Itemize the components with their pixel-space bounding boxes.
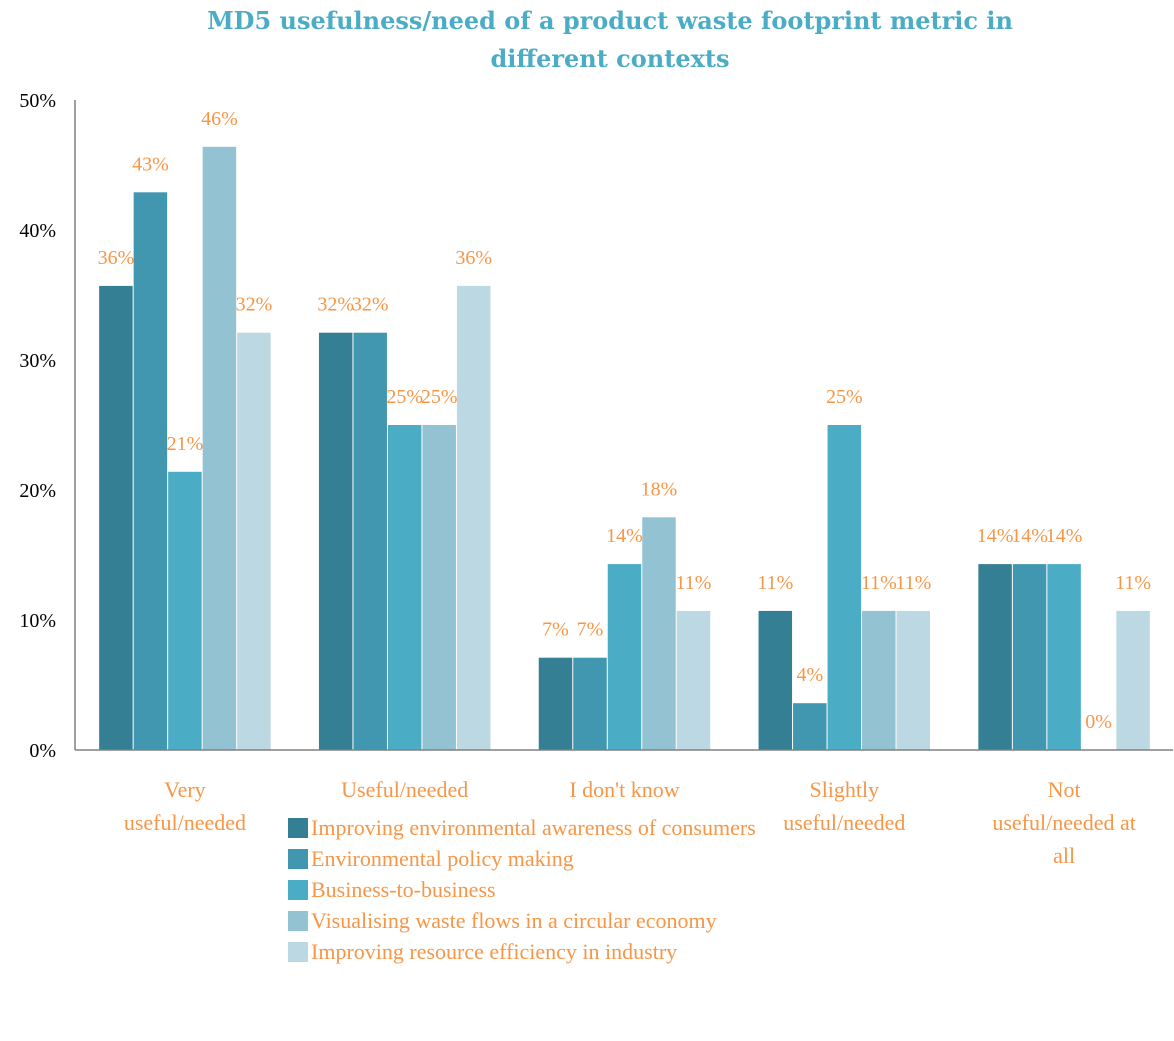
data-label: 7% [577,619,604,641]
bar [318,332,353,750]
data-label: 11% [676,572,712,594]
bar [896,610,931,750]
bar [642,517,676,750]
data-label: 25% [826,386,863,408]
data-label: 11% [1115,572,1151,594]
legend-swatch [288,818,308,838]
category-label: I don't know [569,777,679,802]
data-label: 14% [1011,525,1048,547]
data-label: 14% [606,525,643,547]
data-labels: 36%43%21%46%32% 32%32%25%25%36%7% 7%14%18%… [98,108,1151,733]
data-label: 11% [895,572,931,594]
data-label: 4% [796,664,823,686]
bar [202,146,237,751]
bar [827,425,862,750]
bar [237,332,271,750]
legend-entry: Improving resource efficiency in industr… [311,939,677,964]
bar [422,425,456,750]
bar [1012,564,1047,750]
data-label: 32% [352,294,389,316]
bar [862,610,896,750]
y-tick-label: 50% [19,90,56,112]
y-axis-ticks: 0% 10% 20% 30% 40% 50% [19,90,56,762]
chart-title: MD5 usefulness/need of a product waste f… [207,6,1013,73]
data-label: 32% [236,294,273,316]
bar [387,425,422,750]
data-label: 11% [757,572,793,594]
y-tick-label: 10% [19,610,56,632]
legend-entry: Environmental policy making [311,846,574,871]
data-label: 25% [386,386,423,408]
y-tick-label: 30% [19,350,56,372]
data-label: 21% [167,433,204,455]
bar [607,564,642,750]
legend-entry: Business-to-business [311,877,496,902]
bar [1116,610,1150,750]
bar [168,471,202,750]
legend-swatch [288,911,308,931]
y-tick-label: 40% [19,220,56,242]
bar [978,564,1012,750]
legend-entry: Improving environmental awareness of con… [311,815,756,840]
bars [99,146,1150,751]
data-label: 43% [132,153,169,175]
data-label: 14% [977,525,1014,547]
legend-swatch [288,942,308,962]
legend-swatch [288,849,308,869]
data-label: 46% [201,108,238,130]
legend-swatch [288,880,308,900]
legend-entry: Visualising waste flows in a circular ec… [311,908,717,933]
category-label: Slightly useful/needed [783,777,905,835]
legend: Improving environmental awareness of con… [288,815,756,964]
bar [793,703,827,750]
category-labels: Very useful/needed Useful/needed I don't kn… [124,777,1136,868]
data-label: 18% [641,478,678,500]
bar [1047,564,1081,750]
bar [538,657,573,750]
bar [99,285,133,750]
bar [456,285,491,750]
data-label: 0% [1085,711,1112,733]
data-label: 32% [317,294,354,316]
y-tick-label: 0% [29,740,56,762]
category-label: Not useful/needed at all [992,777,1136,868]
category-label: Very useful/needed [124,777,246,835]
bar [676,610,711,750]
bar [758,610,793,750]
y-tick-label: 20% [19,480,56,502]
data-label: 25% [421,386,458,408]
data-label: 14% [1046,525,1083,547]
data-label: 7% [542,619,569,641]
bar [353,332,387,750]
data-label: 36% [455,247,492,269]
data-label: 11% [861,572,897,594]
category-label: Useful/needed [341,777,468,802]
bar [573,657,607,750]
bar [133,192,168,751]
data-label: 36% [98,247,135,269]
